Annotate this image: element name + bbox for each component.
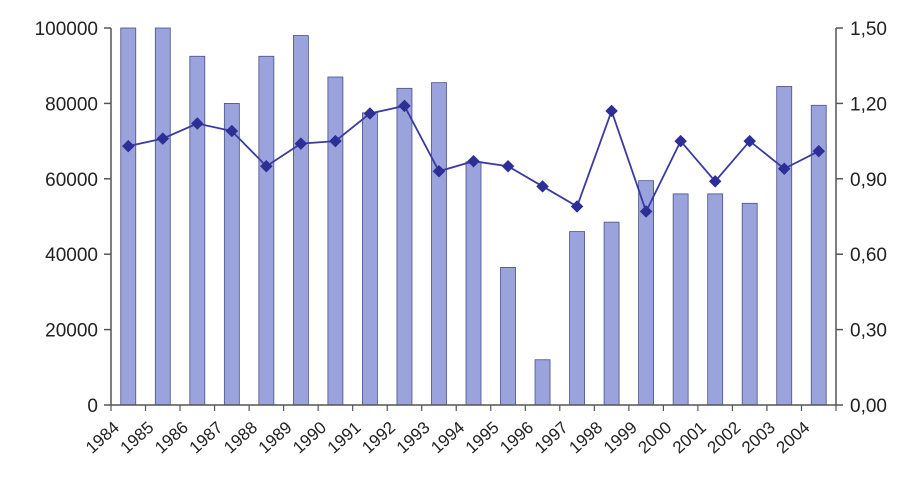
line-point (743, 134, 757, 148)
left-axis-tick-label: 80000 (45, 94, 98, 115)
bar (500, 266, 516, 406)
line-point (501, 159, 515, 173)
line-point (467, 154, 480, 168)
bar-series (120, 27, 827, 406)
x-axis-category-label: 1987 (186, 418, 227, 457)
x-axis-category-label: 2002 (704, 418, 745, 457)
bar (396, 87, 413, 406)
line-point (398, 99, 411, 113)
x-axis-category-label: 1999 (600, 418, 641, 457)
line-point (570, 200, 584, 213)
x-axis-category-label: 1988 (220, 418, 261, 457)
line-point (536, 179, 549, 193)
x-axis-category-label: 1989 (255, 418, 296, 457)
line-point (639, 205, 653, 218)
x-axis-category-label: 2000 (634, 418, 675, 457)
x-axis-category-label: 1986 (151, 418, 192, 457)
left-axis-tick-label: 60000 (45, 170, 98, 191)
x-axis-category-label: 2003 (738, 418, 779, 457)
left-axis-tick-label: 20000 (45, 321, 98, 342)
right-axis-tick-label: 0,30 (850, 321, 887, 342)
line-point (294, 137, 308, 150)
right-axis-tick-label: 1,20 (850, 94, 887, 115)
right-axis-tick-label: 0,90 (850, 170, 887, 191)
right-axis-tick-label: 0,60 (850, 245, 887, 266)
line-point (190, 117, 204, 130)
line-point (260, 159, 273, 173)
bar (258, 55, 275, 406)
x-axis-category-label: 1996 (496, 418, 537, 457)
x-axis-category-label: 1993 (393, 418, 434, 457)
x-axis-category-label: 1991 (324, 418, 365, 457)
bar (120, 27, 137, 406)
left-axis-tick-label: 0 (87, 396, 98, 417)
left-axis-tick-label: 40000 (45, 245, 98, 266)
x-axis-category-label: 1985 (117, 418, 158, 457)
x-axis-category-label: 2004 (773, 418, 814, 457)
bar (534, 359, 551, 406)
bar (465, 161, 482, 406)
line-point (605, 104, 618, 118)
bar (741, 202, 758, 406)
line-point (708, 174, 722, 188)
right-axis-tick-label: 1,50 (850, 19, 887, 40)
bar (327, 76, 344, 406)
x-axis-category-label: 1984 (82, 418, 123, 457)
line-series (121, 99, 826, 218)
left-axis-tick-label: 100000 (35, 19, 98, 40)
line-point (812, 144, 826, 158)
bar (776, 86, 793, 406)
x-axis: 1984198519861987198819891990199119921993… (82, 404, 837, 457)
bar (292, 35, 309, 406)
line-point (432, 164, 446, 178)
x-axis-category-label: 1992 (358, 418, 399, 457)
line-point (156, 132, 170, 145)
line-point (363, 107, 377, 120)
line-point (674, 134, 687, 148)
bar (362, 112, 378, 406)
bar (672, 193, 689, 406)
bar (603, 221, 620, 406)
x-axis-category-label: 1990 (289, 418, 330, 457)
left-y-axis: 0 20000 40000 60000 80000 100000 (35, 19, 112, 417)
line-point (329, 134, 342, 148)
x-axis-category-label: 1995 (462, 418, 503, 457)
bar (154, 27, 171, 406)
line-point (225, 124, 239, 138)
x-axis-category-label: 1998 (565, 418, 606, 457)
bar (431, 82, 447, 406)
line-point (121, 139, 135, 153)
bar (223, 103, 240, 406)
line-point (777, 162, 791, 176)
x-axis-category-label: 1997 (531, 418, 572, 457)
x-axis-category-label: 2001 (669, 418, 710, 457)
x-axis-category-label: 1994 (427, 418, 468, 457)
bar (569, 231, 585, 406)
bar (189, 55, 206, 406)
right-axis-tick-label: 0,00 (850, 396, 887, 417)
bar (707, 193, 724, 406)
right-y-axis: 0,00 0,30 0,60 0,90 1,20 1,50 (835, 19, 887, 417)
